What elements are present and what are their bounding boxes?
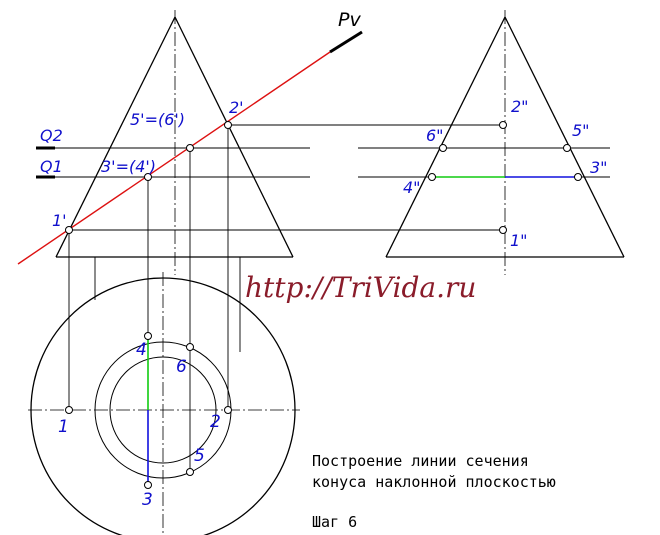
- point-top-5: [186, 468, 194, 476]
- label-top-1: 1: [58, 417, 69, 437]
- point-top-2: [224, 406, 232, 414]
- label-top-6: 6: [176, 357, 187, 377]
- point-top-1: [65, 406, 73, 414]
- label-top-4: 4: [136, 340, 147, 360]
- point-front-1: [65, 226, 73, 234]
- point-top-4: [144, 332, 152, 340]
- caption-line2: конуса наклонной плоскостью: [312, 473, 556, 491]
- label-q1: Q1: [40, 157, 63, 176]
- label-side-6: 6": [426, 126, 444, 145]
- caption-line1: Построение линии сечения: [312, 452, 529, 470]
- label-pv: Pv: [338, 9, 361, 31]
- point-front-34: [144, 173, 152, 181]
- label-side-3: 3": [590, 158, 608, 177]
- plane-pv-tip: [329, 30, 363, 54]
- label-side-4: 4": [403, 178, 421, 197]
- label-top-5: 5: [194, 446, 205, 466]
- front-cone-right-edge: [174, 16, 294, 258]
- front-view: [55, 10, 294, 275]
- label-front-1: 1': [52, 211, 67, 230]
- plane-pv-line: [17, 51, 331, 265]
- point-side-3: [574, 173, 582, 181]
- point-front-56: [186, 144, 194, 152]
- label-side-1: 1": [510, 231, 528, 250]
- top-points: [65, 332, 232, 489]
- label-top-2: 2: [210, 412, 221, 432]
- label-top-3: 3: [142, 490, 153, 510]
- front-cone-left-edge: [55, 16, 176, 258]
- front-points: [65, 121, 232, 234]
- point-front-2: [224, 121, 232, 129]
- side-cone-right-edge: [504, 16, 625, 258]
- point-side-2: [499, 121, 507, 129]
- caption-step: Шаг 6: [312, 513, 357, 531]
- side-cone-left-edge: [385, 16, 506, 258]
- plane-levels: [36, 146, 310, 179]
- label-front-2: 2': [229, 98, 244, 117]
- watermark-url: http://TriVida.ru: [245, 271, 476, 304]
- label-front-34: 3'=(4'): [101, 157, 156, 176]
- label-q2: Q2: [40, 126, 63, 145]
- side-points: [428, 121, 582, 234]
- point-top-3: [144, 481, 152, 489]
- label-side-5: 5": [572, 121, 590, 140]
- point-side-1: [499, 226, 507, 234]
- point-side-5: [563, 144, 571, 152]
- label-front-56: 5'=(6'): [130, 110, 185, 129]
- point-side-4: [428, 173, 436, 181]
- point-top-6: [186, 343, 194, 351]
- point-side-6: [439, 144, 447, 152]
- label-side-2: 2": [511, 97, 529, 116]
- side-view: [385, 10, 625, 275]
